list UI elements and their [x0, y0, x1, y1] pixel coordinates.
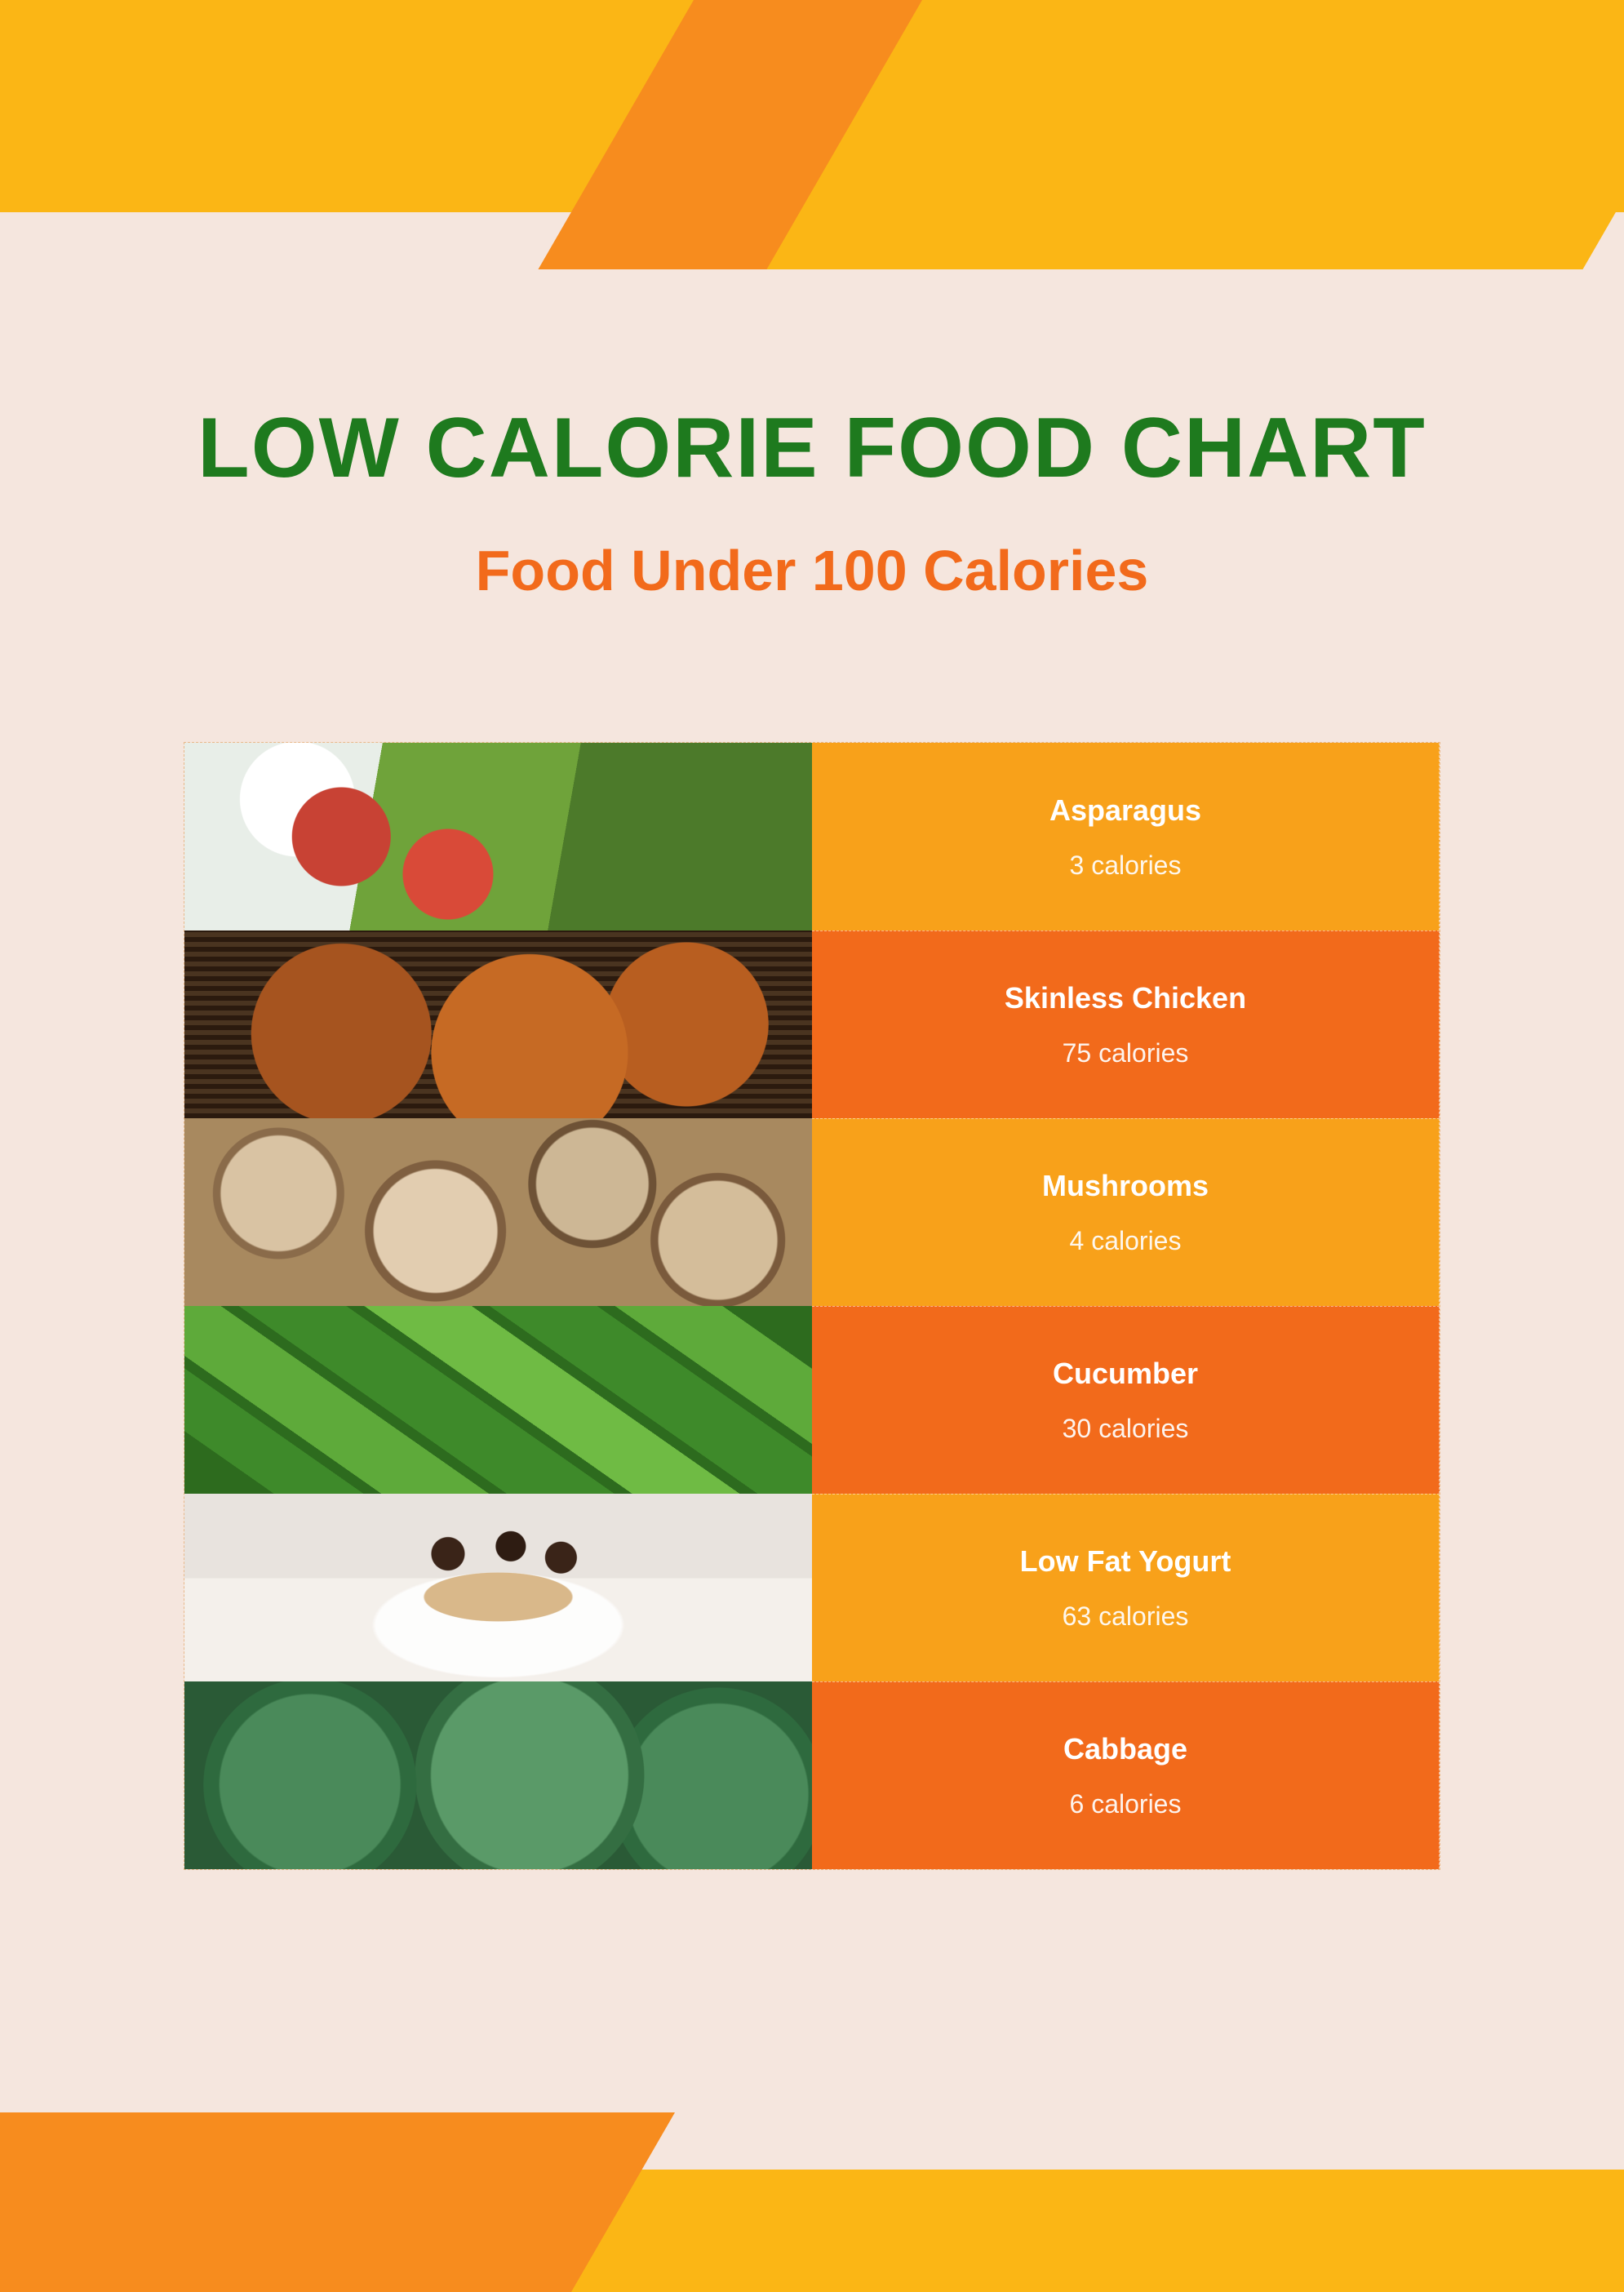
food-info-cell: Asparagus 3 calories [812, 743, 1440, 931]
food-info-cell: Skinless Chicken 75 calories [812, 931, 1440, 1118]
food-info-cell: Cucumber 30 calories [812, 1306, 1440, 1494]
food-name-label: Cucumber [1053, 1357, 1198, 1391]
food-image-cucumber [184, 1306, 812, 1494]
footer-accent-stripe [0, 2112, 675, 2292]
food-name-label: Asparagus [1049, 793, 1201, 828]
food-name-label: Low Fat Yogurt [1020, 1544, 1231, 1579]
food-name-label: Skinless Chicken [1005, 981, 1246, 1015]
page-title: LOW CALORIE FOOD CHART [0, 400, 1624, 497]
food-calories-label: 30 calories [1063, 1414, 1189, 1444]
table-row: Asparagus 3 calories [184, 743, 1440, 931]
food-info-cell: Low Fat Yogurt 63 calories [812, 1494, 1440, 1681]
food-image-mushrooms [184, 1118, 812, 1306]
food-calories-label: 63 calories [1063, 1601, 1189, 1632]
table-row: Mushrooms 4 calories [184, 1118, 1440, 1306]
food-chart: Asparagus 3 calories Skinless Chicken 75… [184, 742, 1440, 1870]
food-image-chicken [184, 931, 812, 1118]
food-calories-label: 75 calories [1063, 1038, 1189, 1068]
table-row: Cabbage 6 calories [184, 1681, 1440, 1869]
table-row: Low Fat Yogurt 63 calories [184, 1494, 1440, 1681]
food-name-label: Mushrooms [1042, 1169, 1209, 1203]
food-image-cabbage [184, 1681, 812, 1869]
content-area: LOW CALORIE FOOD CHART Food Under 100 Ca… [0, 0, 1624, 1870]
food-calories-label: 3 calories [1070, 851, 1182, 881]
table-row: Skinless Chicken 75 calories [184, 931, 1440, 1118]
food-image-asparagus [184, 743, 812, 931]
page-subtitle: Food Under 100 Calories [0, 538, 1624, 603]
food-info-cell: Mushrooms 4 calories [812, 1118, 1440, 1306]
food-image-yogurt [184, 1494, 812, 1681]
food-info-cell: Cabbage 6 calories [812, 1681, 1440, 1869]
food-calories-label: 6 calories [1070, 1789, 1182, 1819]
food-calories-label: 4 calories [1070, 1226, 1182, 1256]
table-row: Cucumber 30 calories [184, 1306, 1440, 1494]
food-name-label: Cabbage [1063, 1732, 1187, 1766]
